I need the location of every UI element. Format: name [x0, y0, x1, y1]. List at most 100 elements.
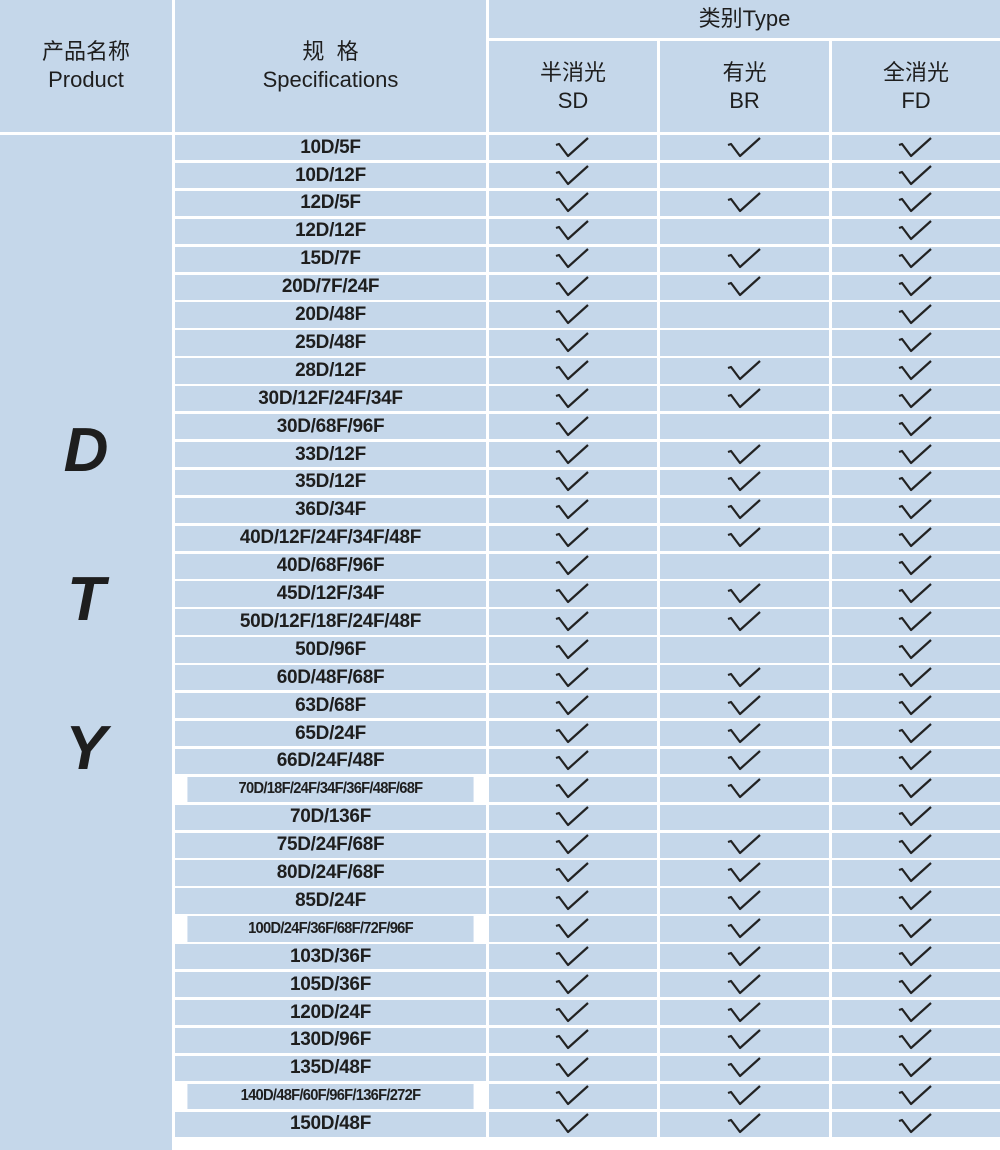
type-sd-cell	[489, 302, 657, 328]
checkmark-icon	[898, 499, 932, 520]
spec-cell: 140D/48F/60F/96F/136F/272F	[187, 1083, 474, 1109]
spec-cell: 63D/68F	[175, 693, 486, 719]
checkmark-icon	[898, 806, 932, 827]
checkmark-icon	[555, 834, 589, 855]
header-type-sd-en: SD	[557, 87, 589, 113]
spec-cell: 12D/12F	[175, 218, 486, 245]
spec-cell: 75D/24F/68F	[175, 832, 486, 858]
type-fd-cell	[832, 469, 1000, 496]
checkmark-icon	[898, 694, 932, 715]
checkmark-icon	[898, 583, 932, 604]
checkmark-icon	[727, 973, 761, 994]
type-sd-cell	[489, 804, 657, 830]
checkmark-icon	[555, 332, 589, 353]
type-sd-cell	[489, 414, 657, 440]
product-letter-y: Y	[65, 714, 107, 783]
checkmark-icon	[555, 722, 589, 743]
type-fd-cell	[832, 665, 1000, 691]
type-fd-cell	[832, 274, 1000, 300]
checkmark-icon	[898, 945, 932, 966]
checkmark-icon	[898, 136, 932, 157]
checkmark-icon	[898, 1029, 932, 1050]
checkmark-icon	[555, 694, 589, 715]
checkmark-icon	[727, 666, 761, 687]
spec-cell: 70D/136F	[175, 804, 486, 830]
type-fd-cell	[832, 972, 1000, 998]
checkmark-icon	[727, 1029, 761, 1050]
checkmark-icon	[898, 918, 932, 938]
checkmark-icon	[727, 1001, 761, 1022]
type-br-cell	[660, 665, 829, 691]
checkmark-icon	[898, 304, 932, 325]
spec-cell: 50D/12F/18F/24F/48F	[175, 609, 486, 635]
type-br-cell	[660, 525, 829, 551]
type-br-cell	[660, 637, 829, 663]
type-fd-cell	[832, 1111, 1000, 1137]
type-br-cell	[660, 581, 829, 607]
spec-cell: 33D/12F	[175, 441, 486, 468]
type-fd-cell	[832, 720, 1000, 747]
checkmark-icon	[898, 332, 932, 353]
type-fd-cell	[832, 609, 1000, 635]
type-br-cell	[660, 553, 829, 579]
checkmark-icon	[727, 1085, 761, 1106]
checkmark-icon	[555, 666, 589, 687]
type-sd-cell	[489, 609, 657, 635]
spec-cell: 10D/5F	[175, 135, 486, 161]
type-fd-cell	[832, 1055, 1000, 1082]
product-letter-d: D	[63, 416, 109, 485]
type-fd-cell	[832, 804, 1000, 830]
type-sd-cell	[489, 665, 657, 691]
checkmark-icon	[898, 387, 932, 408]
type-br-cell	[660, 302, 829, 328]
type-fd-cell	[832, 162, 1000, 189]
type-br-cell	[660, 497, 829, 524]
type-fd-cell	[832, 1083, 1000, 1109]
header-product-en: Product	[48, 67, 124, 92]
type-fd-cell	[832, 860, 1000, 886]
checkmark-icon	[555, 1057, 589, 1078]
checkmark-icon	[898, 722, 932, 743]
checkmark-icon	[898, 443, 932, 464]
checkmark-icon	[898, 248, 932, 269]
type-sd-cell	[489, 888, 657, 914]
checkmark-icon	[555, 1113, 589, 1134]
type-sd-cell	[489, 553, 657, 579]
type-br-cell	[660, 1111, 829, 1137]
checkmark-icon	[555, 611, 589, 632]
type-fd-cell	[832, 190, 1000, 217]
type-fd-cell	[832, 581, 1000, 607]
checkmark-icon	[555, 1001, 589, 1022]
type-fd-cell	[832, 302, 1000, 328]
type-br-cell	[660, 274, 829, 300]
type-sd-cell	[489, 999, 657, 1026]
spec-cell: 15D/7F	[175, 246, 486, 272]
checkmark-icon	[555, 1029, 589, 1050]
type-br-cell	[660, 414, 829, 440]
checkmark-icon	[727, 611, 761, 632]
checkmark-icon	[727, 834, 761, 855]
checkmark-icon	[898, 415, 932, 436]
spec-cell: 25D/48F	[175, 330, 486, 356]
type-br-cell	[660, 916, 829, 942]
checkmark-icon	[727, 918, 761, 938]
checkmark-icon	[555, 862, 589, 883]
type-sd-cell	[489, 162, 657, 189]
checkmark-icon	[898, 1113, 932, 1134]
type-br-cell	[660, 358, 829, 384]
header-type-sd-cn: 半消光	[539, 59, 606, 85]
type-sd-cell	[489, 525, 657, 551]
type-fd-cell	[832, 358, 1000, 384]
type-sd-cell	[489, 1055, 657, 1082]
type-fd-cell	[832, 441, 1000, 468]
checkmark-icon	[555, 778, 589, 799]
checkmark-icon	[555, 750, 589, 771]
checkmark-icon	[898, 1057, 932, 1078]
spec-cell: 36D/34F	[175, 497, 486, 524]
checkmark-icon	[727, 471, 761, 492]
spec-cell: 20D/48F	[175, 302, 486, 328]
checkmark-icon	[898, 666, 932, 687]
type-fd-cell	[832, 414, 1000, 440]
type-fd-cell	[832, 748, 1000, 775]
type-fd-cell	[832, 888, 1000, 914]
